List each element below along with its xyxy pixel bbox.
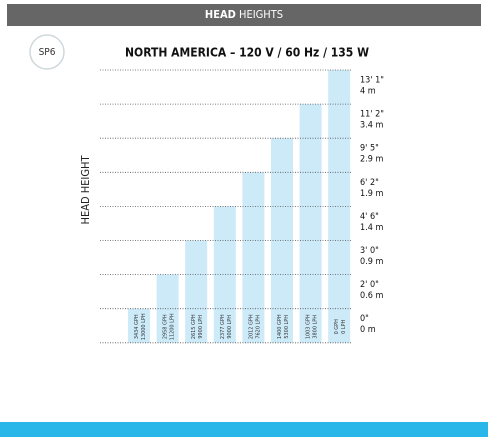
level-m: 1.4 m — [360, 223, 383, 233]
bar-label: 1003 GPH3800 LPH — [305, 314, 318, 339]
level-m: 4 m — [360, 87, 376, 97]
level-m: 0.6 m — [360, 291, 383, 301]
flow-gph: 2958 GPH — [162, 314, 168, 339]
bar-label: 2958 GPH11200 LPH — [162, 313, 175, 340]
chart-title: NORTH AMERICA – 120 V / 60 Hz / 135 W — [125, 46, 369, 60]
header-rest: HEIGHTS — [239, 8, 283, 21]
bar-label: 1400 GPH5300 LPH — [277, 314, 290, 339]
bar-label: 0 GPH0 LPH — [334, 319, 347, 335]
bar-label: 2377 GPH9000 LPH — [219, 314, 232, 339]
bar — [328, 70, 351, 343]
level-ft: 4' 6" — [360, 212, 379, 222]
level-m: 0 m — [360, 325, 376, 335]
flow-lph: 13000 LPH — [141, 313, 147, 340]
flow-gph: 2615 GPH — [191, 314, 197, 339]
level-ft: 0" — [360, 314, 369, 324]
level-m: 3.4 m — [360, 121, 383, 131]
badge-circle — [29, 34, 65, 70]
flow-gph: 1003 GPH — [305, 314, 311, 339]
level-m: 2.9 m — [360, 155, 383, 165]
level-ft: 3' 0" — [360, 246, 379, 256]
header-bold: HEAD — [205, 8, 236, 21]
flow-lph: 7620 LPH — [255, 315, 261, 339]
bar-label: 2615 GPH9900 LPH — [191, 314, 204, 339]
flow-lph: 0 LPH — [341, 319, 347, 333]
flow-gph: 2377 GPH — [219, 314, 225, 339]
flow-gph: 2012 GPH — [248, 314, 254, 339]
level-ft: 2' 0" — [360, 280, 379, 290]
flow-lph: 5300 LPH — [284, 315, 290, 339]
flow-lph: 11200 LPH — [169, 313, 175, 340]
level-m: 0.9 m — [360, 257, 383, 267]
bar-label: 2012 GPH7620 LPH — [248, 314, 261, 339]
bar — [242, 172, 265, 343]
flow-lph: 3800 LPH — [312, 315, 318, 339]
header-bar — [7, 4, 481, 26]
y-axis-label: HEAD HEIGHT — [79, 155, 92, 225]
bar — [185, 240, 208, 343]
bar-label: 3434 GPH13000 LPH — [134, 313, 147, 340]
header-title: HEAD HEIGHTS — [205, 8, 283, 21]
flow-lph: 9000 LPH — [226, 315, 232, 339]
flow-gph: 3434 GPH — [134, 314, 140, 339]
level-m: 1.9 m — [360, 189, 383, 199]
flow-gph: 0 GPH — [334, 319, 340, 335]
flow-gph: 1400 GPH — [277, 314, 283, 339]
level-ft: 11' 2" — [360, 110, 384, 120]
level-ft: 9' 5" — [360, 144, 379, 154]
badge: SP6 — [39, 47, 56, 58]
level-ft: 13' 1" — [360, 76, 384, 86]
bar — [271, 138, 293, 343]
bar — [299, 104, 322, 343]
footer-bar — [0, 422, 488, 437]
level-ft: 6' 2" — [360, 178, 379, 188]
flow-lph: 9900 LPH — [198, 315, 204, 339]
bar — [128, 308, 150, 343]
plot: 3434 GPH13000 LPH 2958 GPH11200 LPH 2615 G… — [100, 69, 384, 344]
